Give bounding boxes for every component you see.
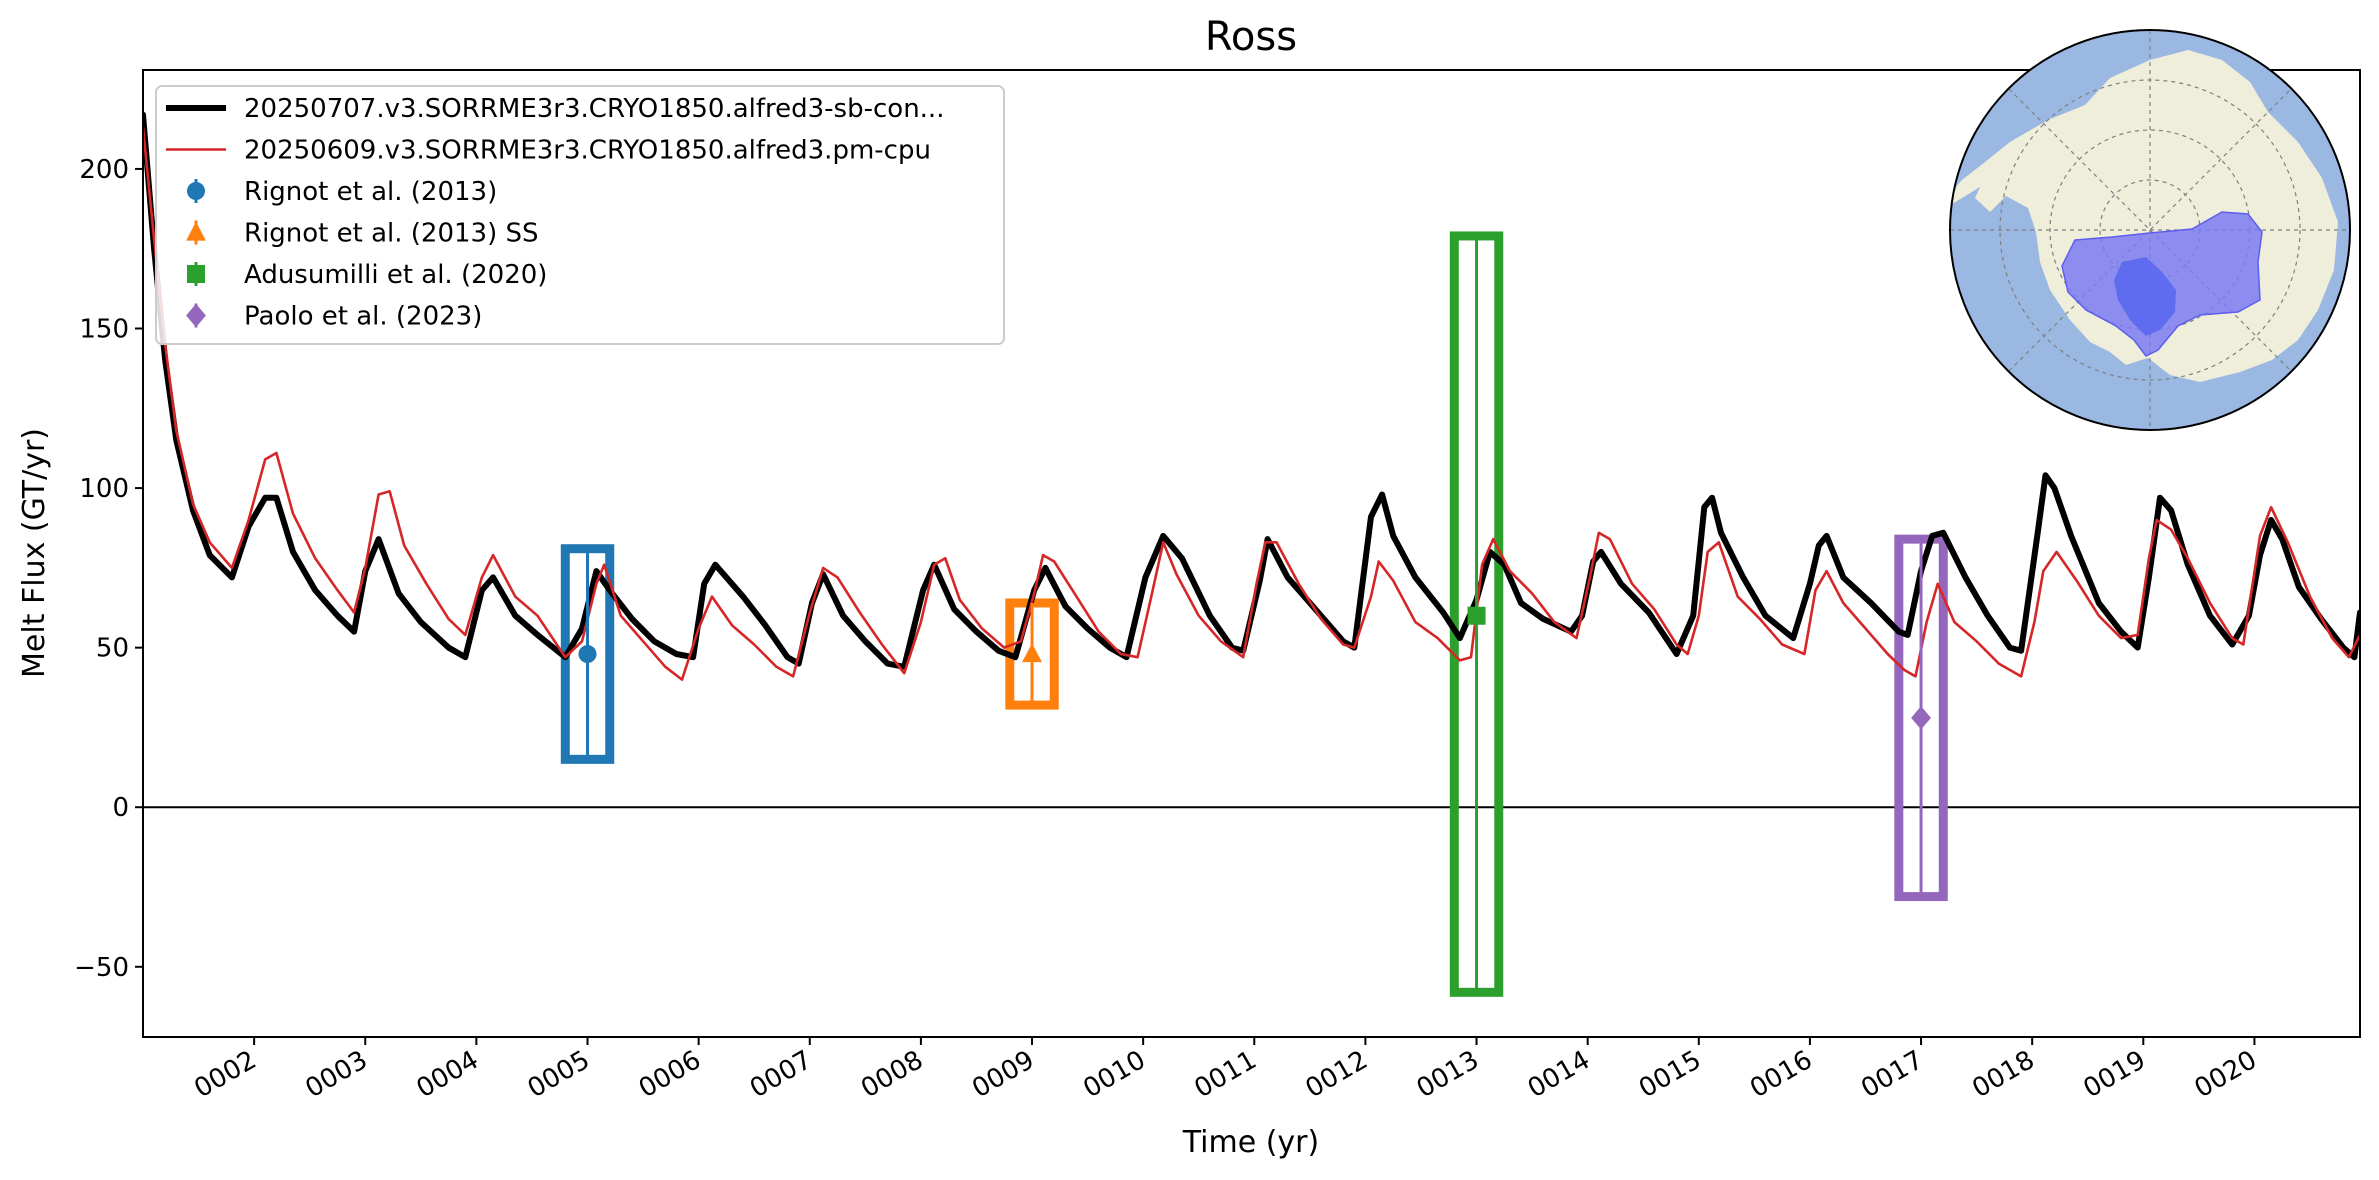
y-tick-label: 50 xyxy=(96,634,129,664)
x-tick-label: 0008 xyxy=(856,1045,928,1104)
marker-triangle xyxy=(186,221,206,241)
x-tick-label: 0014 xyxy=(1523,1045,1595,1104)
legend-label: 20250707.v3.SORRME3r3.CRYO1850.alfred3-s… xyxy=(244,94,944,124)
x-tick-label: 0009 xyxy=(967,1045,1039,1104)
y-tick-label: 150 xyxy=(79,315,129,345)
x-tick-label: 0007 xyxy=(745,1045,817,1104)
marker-diamond xyxy=(1911,706,1931,730)
x-tick-label: 0011 xyxy=(1189,1045,1261,1104)
chart-title: Ross xyxy=(1205,14,1297,60)
marker-triangle xyxy=(1022,643,1042,663)
x-tick-label: 0012 xyxy=(1301,1045,1373,1104)
x-tick-label: 0013 xyxy=(1412,1045,1484,1104)
x-tick-label: 0018 xyxy=(1967,1045,2039,1104)
y-tick-label: 0 xyxy=(112,793,129,823)
x-tick-label: 0015 xyxy=(1634,1045,1706,1104)
series-line xyxy=(143,111,2360,670)
legend: 20250707.v3.SORRME3r3.CRYO1850.alfred3-s… xyxy=(155,85,1005,345)
y-axis-label: Melt Flux (GT/yr) xyxy=(17,428,52,678)
plot-frame xyxy=(142,69,2361,1038)
x-axis-label: Time (yr) xyxy=(1182,1125,1319,1160)
marker-circle xyxy=(578,645,597,664)
x-tick-label: 0010 xyxy=(1078,1045,1150,1104)
y-tick-label: −50 xyxy=(74,953,129,983)
x-tick-label: 0002 xyxy=(189,1045,261,1104)
x-tick-label: 0004 xyxy=(412,1045,484,1104)
legend-label: Adusumilli et al. (2020) xyxy=(244,260,547,290)
y-tick-label: 100 xyxy=(79,474,129,504)
series-line xyxy=(143,126,2360,681)
marker-square xyxy=(1467,606,1486,625)
marker-circle xyxy=(187,182,205,200)
map-peninsula xyxy=(1950,142,2010,204)
series-lines xyxy=(143,111,2360,681)
x-tick-label: 0019 xyxy=(2078,1045,2150,1104)
map-boundary xyxy=(1949,29,2351,431)
map-ross-ice-shelf xyxy=(2114,257,2176,336)
x-tick-label: 0020 xyxy=(2190,1045,2262,1104)
legend-frame xyxy=(155,85,1005,345)
observation-markers xyxy=(578,235,1931,996)
x-tick-label: 0017 xyxy=(1856,1045,1928,1104)
legend-label: Paolo et al. (2023) xyxy=(244,302,482,332)
legend-label: Rignot et al. (2013) xyxy=(244,177,497,207)
x-tick-label: 0003 xyxy=(300,1045,372,1104)
marker-square xyxy=(187,265,205,283)
legend-label: Rignot et al. (2013) SS xyxy=(244,219,539,249)
x-tick-label: 0016 xyxy=(1745,1045,1817,1104)
y-tick-label: 200 xyxy=(79,155,129,185)
legend-label: 20250609.v3.SORRME3r3.CRYO1850.alfred3.p… xyxy=(244,136,931,166)
x-tick-label: 0005 xyxy=(523,1045,595,1104)
marker-diamond xyxy=(186,303,206,328)
antarctica-inset-map xyxy=(1949,29,2351,431)
x-tick-label: 0006 xyxy=(634,1045,706,1104)
